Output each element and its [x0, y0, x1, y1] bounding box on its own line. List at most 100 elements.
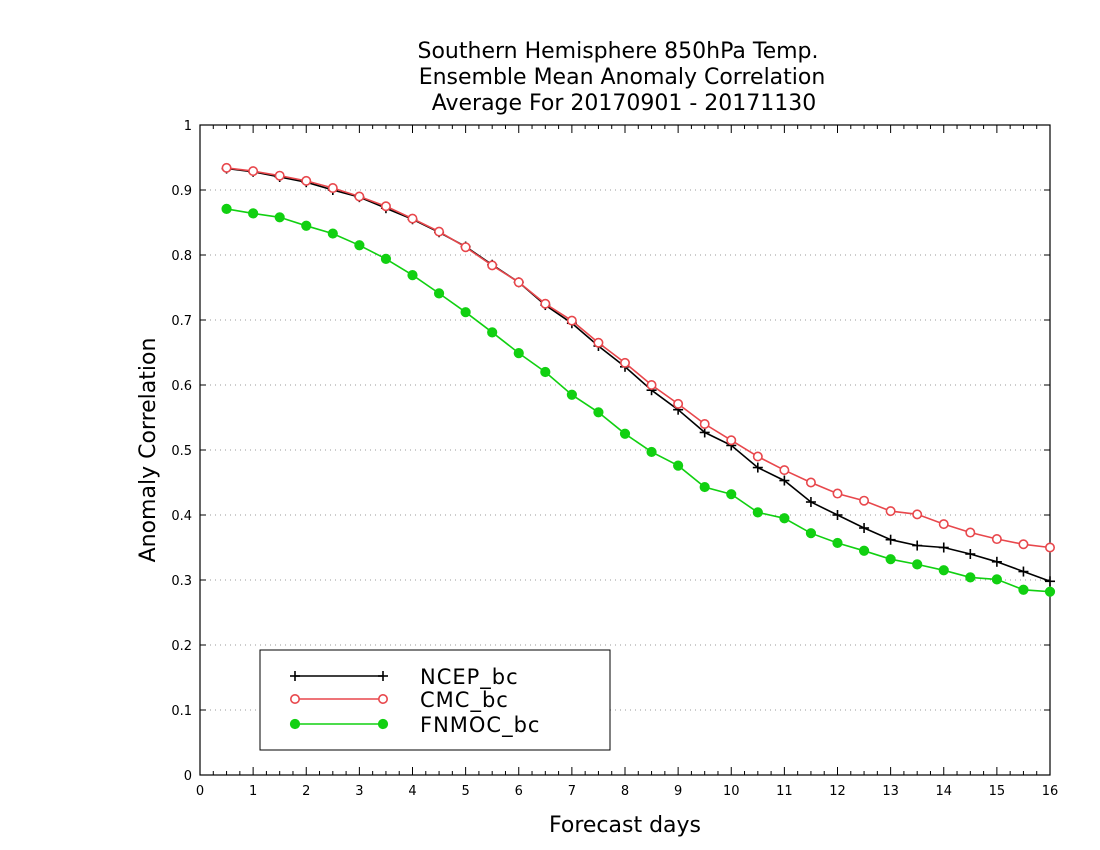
legend-label-cmc: CMC_bc — [420, 688, 509, 713]
x-tick-label: 14 — [935, 784, 952, 799]
data-point-cmc — [354, 191, 365, 202]
data-point-cmc — [965, 527, 976, 538]
data-point-ncep — [1018, 566, 1029, 577]
data-point-cmc — [752, 451, 763, 462]
y-tick-label: 0 — [184, 769, 192, 784]
chart-title: Southern Hemisphere 850hPa Temp. Ensembl… — [418, 39, 826, 116]
data-point-cmc — [407, 213, 418, 224]
x-tick-label: 8 — [621, 784, 629, 799]
x-tick-label: 11 — [776, 784, 793, 799]
data-point-ncep — [752, 462, 763, 473]
data-point-ncep — [779, 475, 790, 486]
data-point-ncep — [859, 523, 870, 533]
legend-marker-ncep — [290, 671, 300, 681]
data-point-ncep — [832, 510, 843, 520]
axis-ticks: 00.10.20.30.40.50.60.70.80.910 1 2 3 4 5 6 7 8 9 1… — [171, 119, 1058, 799]
x-axis-label: Forecast days — [549, 813, 701, 838]
data-point-fnmoc — [752, 507, 763, 518]
data-point-cmc — [540, 298, 551, 309]
series-fnmoc — [221, 203, 1056, 597]
data-point-cmc — [327, 183, 338, 194]
y-tick-label: 0.6 — [171, 379, 192, 394]
series-line-fnmoc — [226, 208, 1051, 593]
data-point-cmc — [593, 337, 604, 348]
data-point-fnmoc — [380, 253, 392, 264]
data-point-cmc — [646, 379, 657, 390]
data-point-fnmoc — [991, 574, 1002, 585]
data-point-cmc — [699, 418, 710, 429]
data-point-cmc — [805, 477, 816, 488]
title-line-2: Ensemble Mean Anomaly Correlation — [419, 65, 826, 90]
x-tick-label: 16 — [1042, 784, 1059, 799]
data-point-fnmoc — [673, 460, 684, 471]
data-point-cmc — [673, 398, 684, 409]
data-point-cmc — [248, 166, 259, 177]
data-point-cmc — [726, 435, 737, 446]
data-point-fnmoc — [938, 565, 949, 576]
data-point-cmc — [832, 488, 843, 499]
data-point-cmc — [885, 506, 896, 517]
legend-marker-cmc — [289, 693, 300, 704]
x-tick-label: 6 — [515, 784, 523, 799]
legend-marker-fnmoc — [377, 718, 389, 730]
x-tick-label: 9 — [674, 784, 682, 799]
data-point-cmc — [566, 315, 577, 326]
data-point-cmc — [1018, 539, 1029, 550]
title-line-3: Average For 20170901 - 20171130 — [432, 91, 817, 116]
data-point-fnmoc — [646, 446, 657, 458]
data-point-cmc — [434, 226, 445, 237]
data-point-fnmoc — [912, 559, 923, 570]
data-point-cmc — [460, 242, 471, 253]
data-point-fnmoc — [248, 208, 259, 219]
data-point-fnmoc — [460, 307, 471, 318]
x-tick-label: 10 — [723, 784, 740, 799]
data-point-fnmoc — [965, 572, 976, 583]
data-point-cmc — [301, 175, 312, 186]
title-line-1: Southern Hemisphere 850hPa Temp. — [418, 39, 819, 64]
x-tick-label: 1 — [249, 784, 257, 799]
data-point-fnmoc — [487, 327, 498, 338]
data-point-cmc — [487, 260, 498, 271]
x-tick-label: 13 — [882, 784, 899, 799]
series-layer — [221, 162, 1056, 597]
data-point-ncep — [699, 427, 710, 438]
data-point-cmc — [1045, 542, 1056, 553]
x-tick-label: 7 — [568, 784, 576, 799]
x-tick-label: 3 — [355, 784, 363, 799]
y-tick-label: 0.2 — [171, 639, 192, 654]
data-point-cmc — [380, 201, 391, 212]
y-tick-label: 0.7 — [171, 314, 192, 329]
data-point-cmc — [859, 495, 870, 506]
data-point-cmc — [779, 465, 790, 476]
y-tick-label: 0.5 — [171, 444, 192, 459]
legend-items — [289, 671, 389, 730]
x-tick-label: 12 — [829, 784, 846, 799]
data-point-ncep — [938, 542, 949, 553]
y-tick-label: 0.3 — [171, 574, 192, 589]
data-point-cmc — [274, 170, 285, 181]
data-point-fnmoc — [726, 489, 737, 500]
data-point-fnmoc — [354, 240, 365, 251]
legend-label-ncep: NCEP_bc — [420, 665, 519, 690]
y-tick-label: 0.8 — [171, 249, 192, 264]
data-point-cmc — [513, 277, 524, 288]
data-point-fnmoc — [327, 228, 338, 239]
y-axis-label: Anomaly Correlation — [136, 338, 161, 563]
data-point-cmc — [221, 162, 232, 173]
y-tick-label: 0.1 — [171, 704, 192, 719]
data-point-fnmoc — [301, 220, 312, 231]
series-cmc — [221, 162, 1056, 553]
data-point-fnmoc — [858, 545, 870, 556]
series-line-cmc — [226, 167, 1051, 549]
data-point-cmc — [912, 509, 923, 520]
data-point-fnmoc — [619, 428, 631, 439]
data-point-fnmoc — [566, 389, 577, 400]
legend-marker-cmc — [377, 693, 388, 704]
data-point-ncep — [991, 556, 1002, 567]
data-point-cmc — [619, 357, 630, 368]
data-point-ncep — [805, 497, 816, 507]
data-point-fnmoc — [540, 366, 551, 378]
data-point-fnmoc — [513, 348, 524, 359]
data-point-ncep — [965, 549, 976, 559]
